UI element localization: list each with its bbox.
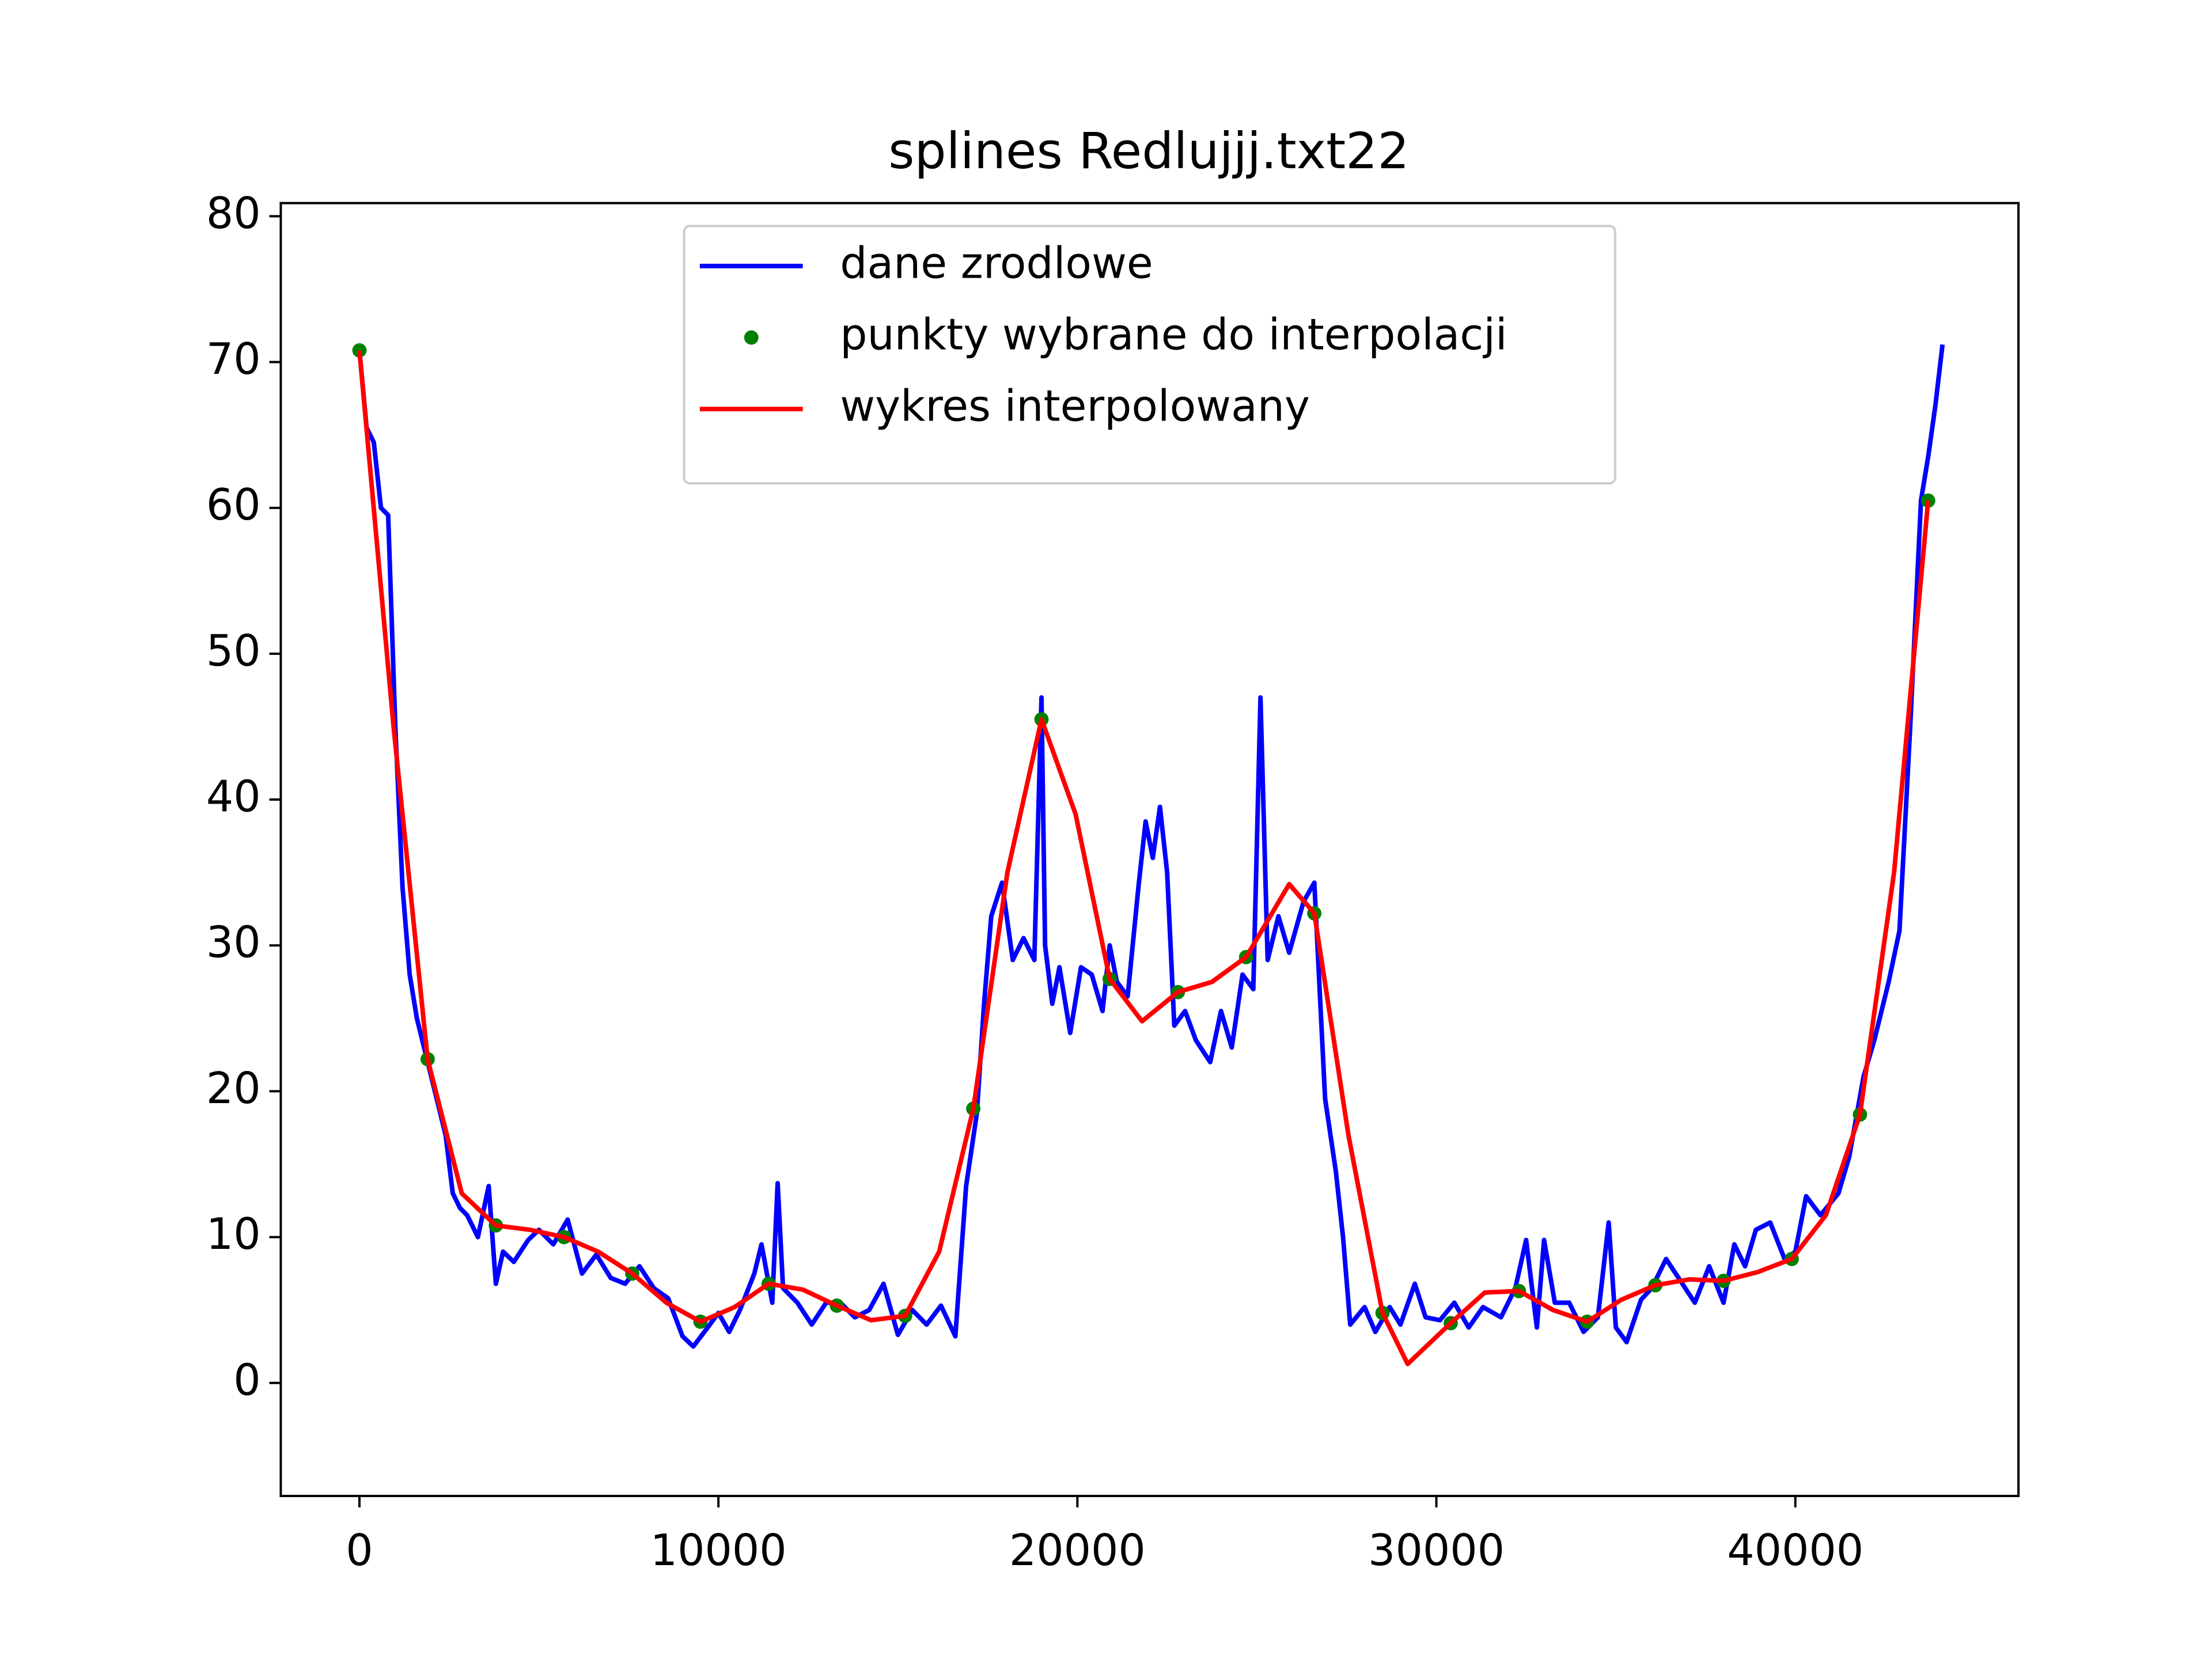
x-tick-label: 40000 — [1727, 1525, 1863, 1575]
y-tick-label: 50 — [206, 626, 261, 676]
y-tick-label: 70 — [206, 334, 261, 384]
legend-marker — [744, 330, 759, 345]
legend-label: dane zrodlowe — [840, 238, 1153, 288]
x-tick-label: 20000 — [1009, 1525, 1146, 1575]
x-tick-label: 10000 — [650, 1525, 787, 1575]
legend: dane zrodlowe punkty wybrane do interpola… — [683, 225, 1616, 485]
legend-label: punkty wybrane do interpolacji — [840, 309, 1507, 359]
x-tick-label: 0 — [346, 1525, 373, 1575]
data-point — [1921, 493, 1936, 508]
x-tick-label: 30000 — [1368, 1525, 1505, 1575]
y-tick-label: 10 — [206, 1209, 261, 1259]
y-tick-label: 60 — [206, 480, 261, 530]
y-tick-label: 20 — [206, 1063, 261, 1113]
series-group — [352, 343, 1945, 1366]
chart-title: splines Redlujjj.txt22 — [888, 122, 1409, 180]
y-tick-label: 80 — [206, 188, 261, 238]
plot-frame — [279, 202, 2020, 1497]
y-tick-label: 0 — [233, 1355, 260, 1405]
y-tick-label: 40 — [206, 772, 261, 822]
y-tick-label: 30 — [206, 918, 261, 968]
series-line — [357, 350, 1931, 1366]
legend-label: wykres interpolowany — [840, 381, 1310, 431]
legend-box — [683, 225, 1616, 485]
